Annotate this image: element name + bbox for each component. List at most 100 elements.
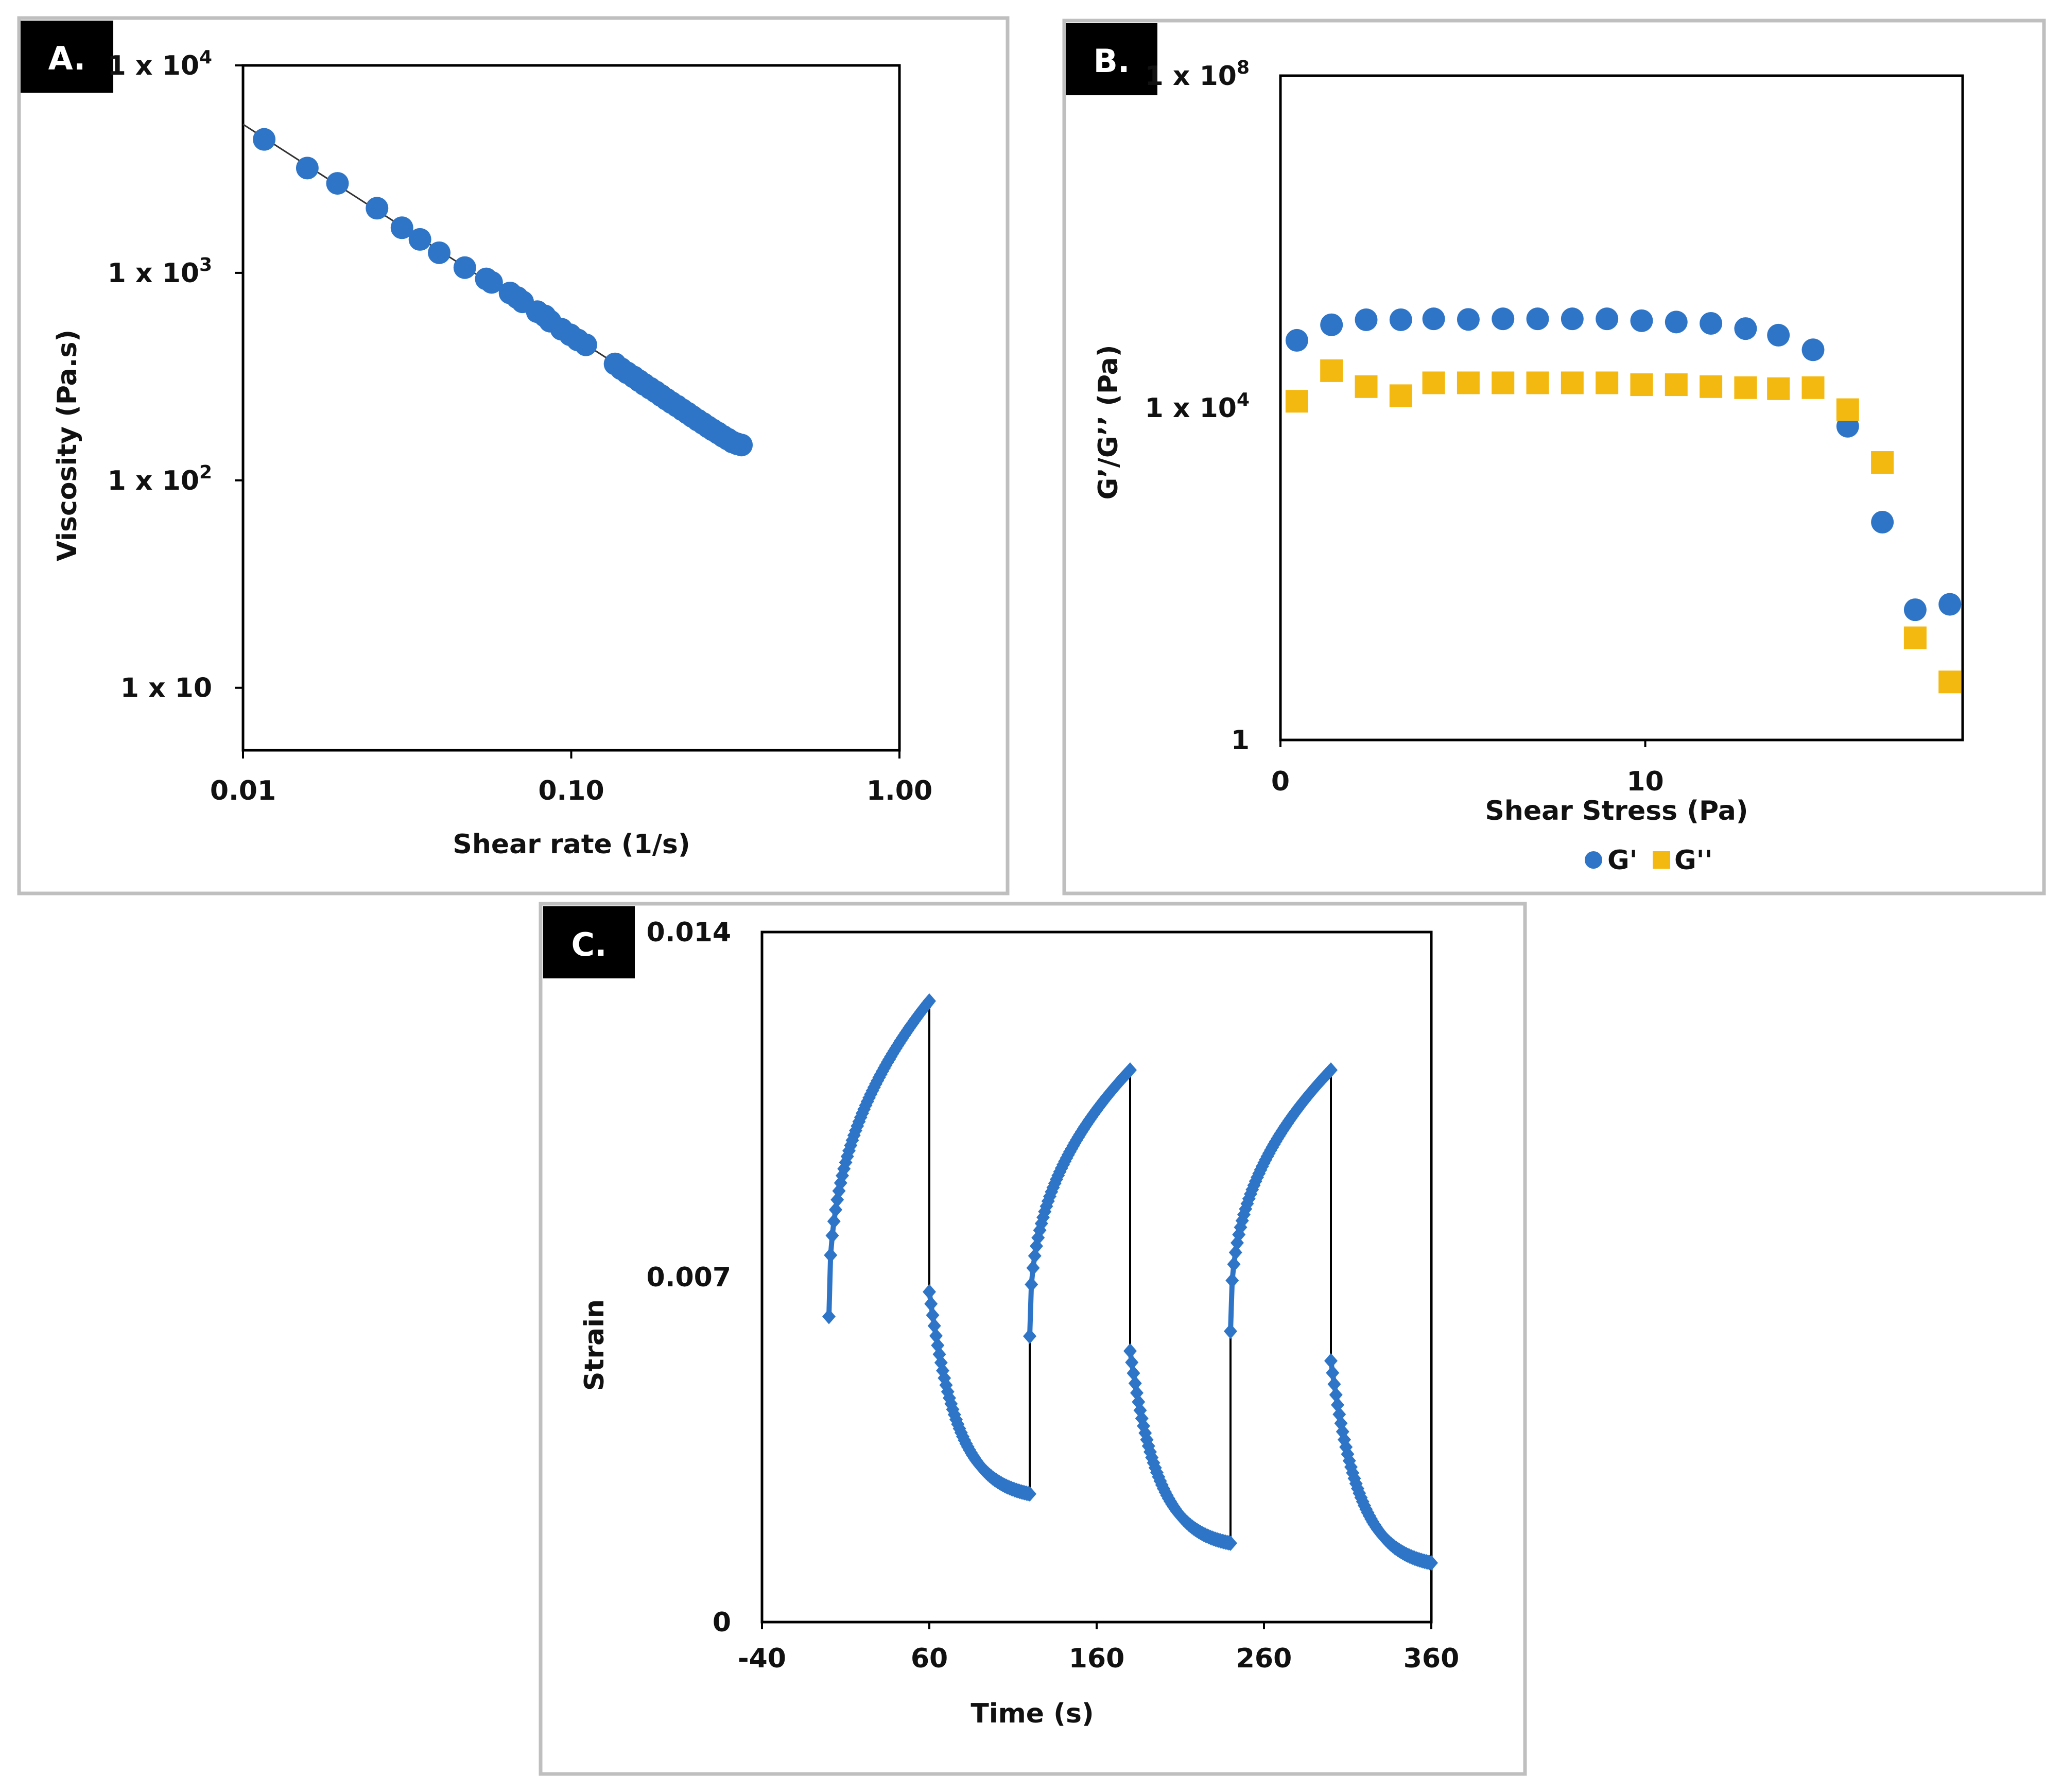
viscosity-point [480, 271, 503, 294]
g-double-prime-point [1389, 384, 1412, 407]
legend-g-prime-label: G' [1607, 845, 1638, 876]
g-double-prime-point [1561, 371, 1584, 394]
legend-g-prime-marker [1585, 851, 1602, 869]
panel-c-x-tick-label: -40 [738, 1643, 786, 1674]
strain-point [1023, 1328, 1036, 1344]
strain-point [1329, 1387, 1343, 1403]
strain-point [1324, 1062, 1338, 1078]
panel-c-frame [539, 902, 1527, 1776]
strain-point [824, 1247, 838, 1263]
panel-a-y-axis-label: Viscosity (Pa.s) [52, 330, 83, 561]
panel-b-label-bg [1066, 23, 1157, 95]
panel-b-label: B. [1094, 42, 1130, 80]
g-prime-point [1700, 312, 1723, 335]
g-prime-point [1903, 598, 1927, 622]
panel-b-plot-area [1279, 74, 1964, 742]
g-prime-point [1734, 317, 1757, 340]
strain-point [1125, 1354, 1139, 1370]
strain-point [924, 1296, 938, 1312]
strain-point [1324, 1353, 1338, 1369]
g-prime-point [1422, 307, 1445, 331]
strain-point [923, 993, 936, 1009]
g-double-prime-point [1596, 371, 1619, 394]
panel-c-y-tick-label: 0 [713, 1607, 731, 1638]
g-double-prime-point [1457, 371, 1480, 394]
panel-b-frame [1062, 19, 2046, 895]
panel-a: A. 0.01 0.10 1.00 1 x 104 1 x 103 1 x 102 1 x … [17, 16, 1010, 895]
strain-point [825, 1228, 839, 1244]
g-prime-point [1630, 309, 1653, 332]
panel-b-x-tick-label: 10 [1626, 766, 1664, 797]
viscosity-point [574, 333, 597, 356]
g-double-prime-point [1700, 375, 1723, 398]
viscosity-point [428, 241, 451, 264]
g-double-prime-point [1938, 670, 1962, 694]
strain-point [1227, 1256, 1241, 1272]
panel-c-x-tick-label: 360 [1403, 1643, 1460, 1674]
strain-point [927, 1318, 941, 1334]
viscosity-point [296, 157, 319, 180]
panel-c-y-tick-label: 0.014 [647, 917, 731, 948]
panel-a-x-axis-label: Shear rate (1/s) [453, 829, 690, 860]
panel-a-x-tick-label: 0.01 [210, 776, 276, 806]
g-double-prime-point [1492, 371, 1515, 394]
panel-b-y-tick-label: 1 x 104 [1145, 389, 1250, 424]
strain-point [1224, 1323, 1237, 1339]
panel-a-y-tick-label: 1 x 102 [108, 462, 212, 496]
g-prime-point [1596, 307, 1619, 331]
panel-a-x-tick-label: 1.00 [867, 776, 932, 806]
g-double-prime-point [1836, 398, 1859, 421]
strain-point [1224, 1535, 1237, 1551]
legend-g-double-prime-label: G'' [1674, 845, 1713, 876]
viscosity-point [326, 172, 349, 195]
panel-a-y-tick-label: 1 x 104 [108, 47, 212, 81]
g-double-prime-point [1734, 376, 1757, 399]
panel-a-x-tick-label: 0.10 [538, 776, 604, 806]
g-prime-point [1320, 313, 1343, 336]
g-double-prime-point [1422, 371, 1445, 394]
panel-b-y-axis-label: G’/G’’ (Pa) [1093, 344, 1124, 499]
strain-point [926, 1307, 940, 1323]
strain-point [1025, 1277, 1038, 1293]
panel-c-label-bg [543, 906, 635, 978]
panel-c-x-tick-label: 60 [911, 1643, 948, 1674]
viscosity-point [366, 197, 389, 220]
g-prime-point [1938, 593, 1962, 616]
strain-point [1127, 1365, 1140, 1381]
g-double-prime-point [1871, 451, 1894, 474]
strain-point [1123, 1062, 1137, 1078]
panel-c-x-axis-label: Time (s) [971, 1698, 1094, 1729]
g-double-prime-point [1665, 373, 1688, 397]
panel-b-x-tick-label: 0 [1271, 766, 1290, 797]
g-prime-point [1285, 329, 1308, 352]
panel-b-legend: G' G'' [1585, 845, 1713, 876]
g-double-prime-point [1801, 376, 1825, 399]
viscosity-point [453, 256, 476, 279]
panel-a-label-bg [21, 21, 113, 93]
strain-point [923, 1284, 936, 1300]
panel-c: C. -40 60 160 260 360 0.014 0.007 0 Time (s) St… [539, 902, 1527, 1776]
strain-point [1326, 1365, 1340, 1381]
g-double-prime-point [1526, 371, 1549, 394]
g-double-prime-point [1355, 375, 1378, 398]
g-prime-point [1665, 311, 1688, 334]
g-prime-point [1871, 511, 1894, 534]
panel-c-y-tick-label: 0.007 [647, 1262, 731, 1293]
g-prime-point [1561, 307, 1584, 331]
panel-b-y-tick-label: 1 [1231, 725, 1250, 756]
viscosity-point [390, 216, 413, 239]
strain-point [829, 1202, 842, 1218]
g-double-prime-point [1285, 390, 1308, 413]
panel-a-label: A. [48, 40, 86, 77]
legend-g-double-prime-marker [1653, 851, 1670, 869]
panel-c-label: C. [571, 926, 607, 963]
panel-c-y-axis-label: Strain [579, 1299, 610, 1391]
panel-a-frame [17, 16, 1010, 895]
strain-point [1026, 1260, 1040, 1276]
g-double-prime-point [1903, 626, 1927, 649]
g-double-prime-point [1767, 377, 1790, 400]
strain-point [1123, 1343, 1137, 1359]
panel-b-y-tick-label: 1 x 108 [1145, 57, 1250, 92]
